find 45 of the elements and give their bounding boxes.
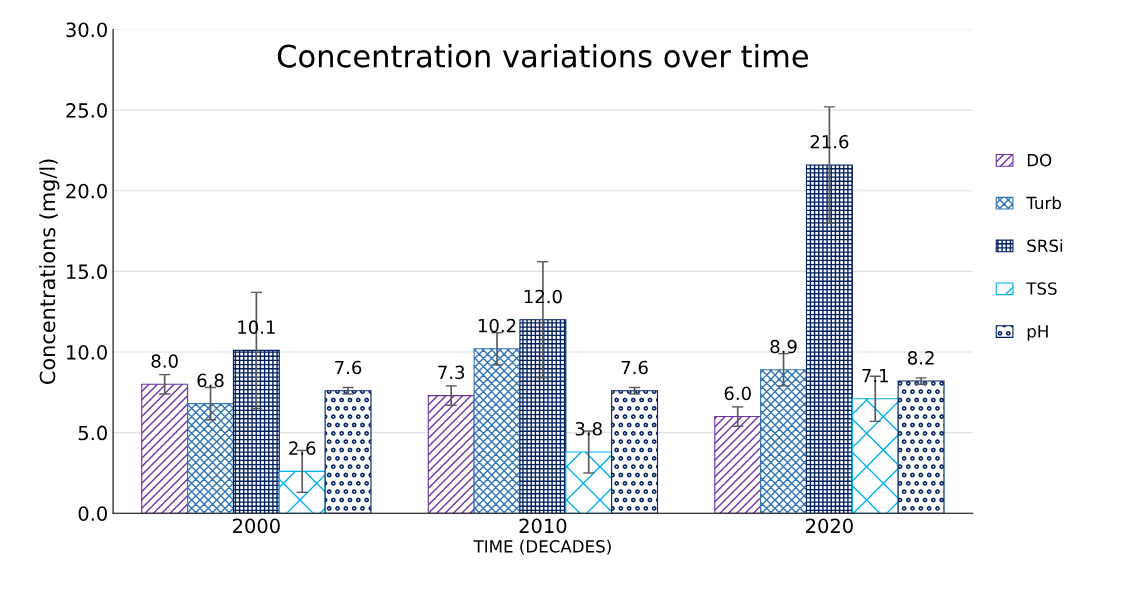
- y-axis-title: Concentrations (mg/l): [39, 159, 60, 384]
- data-label: 8.9: [770, 339, 797, 354]
- data-label: 6.8: [197, 373, 224, 388]
- x-tick-label: 2020: [806, 518, 853, 534]
- x-tick-label: 2010: [519, 518, 567, 534]
- y-tick-label: 25.0: [66, 103, 107, 118]
- x-tick-label: 2000: [233, 518, 280, 534]
- bar: [760, 369, 808, 514]
- bar: [324, 390, 372, 514]
- y-tick-label: 0.0: [78, 506, 107, 521]
- bar: [187, 403, 234, 514]
- data-label: 6.0: [724, 386, 751, 401]
- y-tick-label: 15.0: [67, 264, 107, 280]
- legend-label: DO: [1027, 153, 1052, 167]
- data-label: 2.6: [289, 441, 316, 455]
- data-label: 7.1: [862, 368, 888, 383]
- bar: [714, 415, 762, 514]
- legend-label: TSS: [1026, 282, 1057, 295]
- y-tick-label: 10.0: [67, 344, 107, 360]
- bar: [565, 451, 613, 514]
- chart-title: Concentration variations over time: [277, 44, 809, 68]
- bar: [278, 470, 326, 514]
- bar: [232, 349, 280, 514]
- data-label: 8.0: [151, 354, 178, 368]
- legend-label: pH: [1027, 325, 1048, 341]
- data-label: 10.2: [478, 318, 516, 333]
- data-label: 7.6: [621, 360, 648, 375]
- data-label: 7.3: [438, 365, 465, 380]
- bar: [897, 380, 945, 514]
- bar: [851, 398, 899, 514]
- legend-label: SRSi: [1027, 239, 1063, 253]
- y-tick-label: 5.0: [78, 425, 107, 441]
- y-tick-label: 30.0: [66, 22, 107, 38]
- data-label: 8.2: [907, 351, 934, 365]
- bar: [473, 348, 521, 514]
- x-axis-title: TIME (DECADES): [473, 539, 611, 555]
- y-tick-label: 20.0: [66, 183, 107, 199]
- bar: [805, 164, 853, 514]
- bar: [611, 390, 659, 514]
- bar: [141, 383, 189, 514]
- data-label: 7.6: [335, 360, 362, 375]
- bar: [427, 395, 475, 514]
- legend-label: Turb: [1026, 196, 1061, 210]
- bar: [519, 319, 567, 514]
- data-label: 3.8: [575, 421, 602, 436]
